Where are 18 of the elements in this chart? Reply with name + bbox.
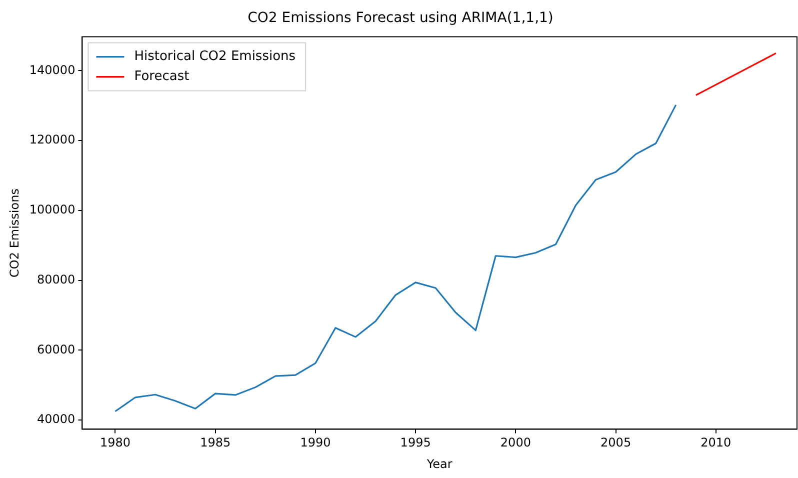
y-tick-label: 60000 — [37, 342, 76, 356]
y-tick-label: 100000 — [29, 202, 76, 217]
y-tick-label: 40000 — [37, 412, 76, 426]
y-axis-title: CO2 Emissions — [7, 188, 22, 278]
x-axis-title: Year — [426, 456, 452, 471]
x-tick-label: 2000 — [500, 436, 531, 450]
x-tick-label: 1985 — [200, 436, 231, 450]
x-tick-label: 2005 — [600, 436, 632, 450]
legend-label: Historical CO2 Emissions — [134, 49, 296, 64]
y-tick-label: 80000 — [37, 272, 76, 286]
y-tick-label: 140000 — [29, 62, 76, 77]
x-tick-label: 2010 — [700, 436, 732, 450]
x-tick-label: 1980 — [100, 436, 131, 450]
chart-title: CO2 Emissions Forecast using ARIMA(1,1,1) — [248, 10, 554, 26]
y-tick-label: 120000 — [29, 132, 76, 147]
x-tick-label: 1995 — [400, 436, 431, 450]
legend-label: Forecast — [134, 69, 190, 84]
x-tick-label: 1990 — [300, 436, 331, 450]
